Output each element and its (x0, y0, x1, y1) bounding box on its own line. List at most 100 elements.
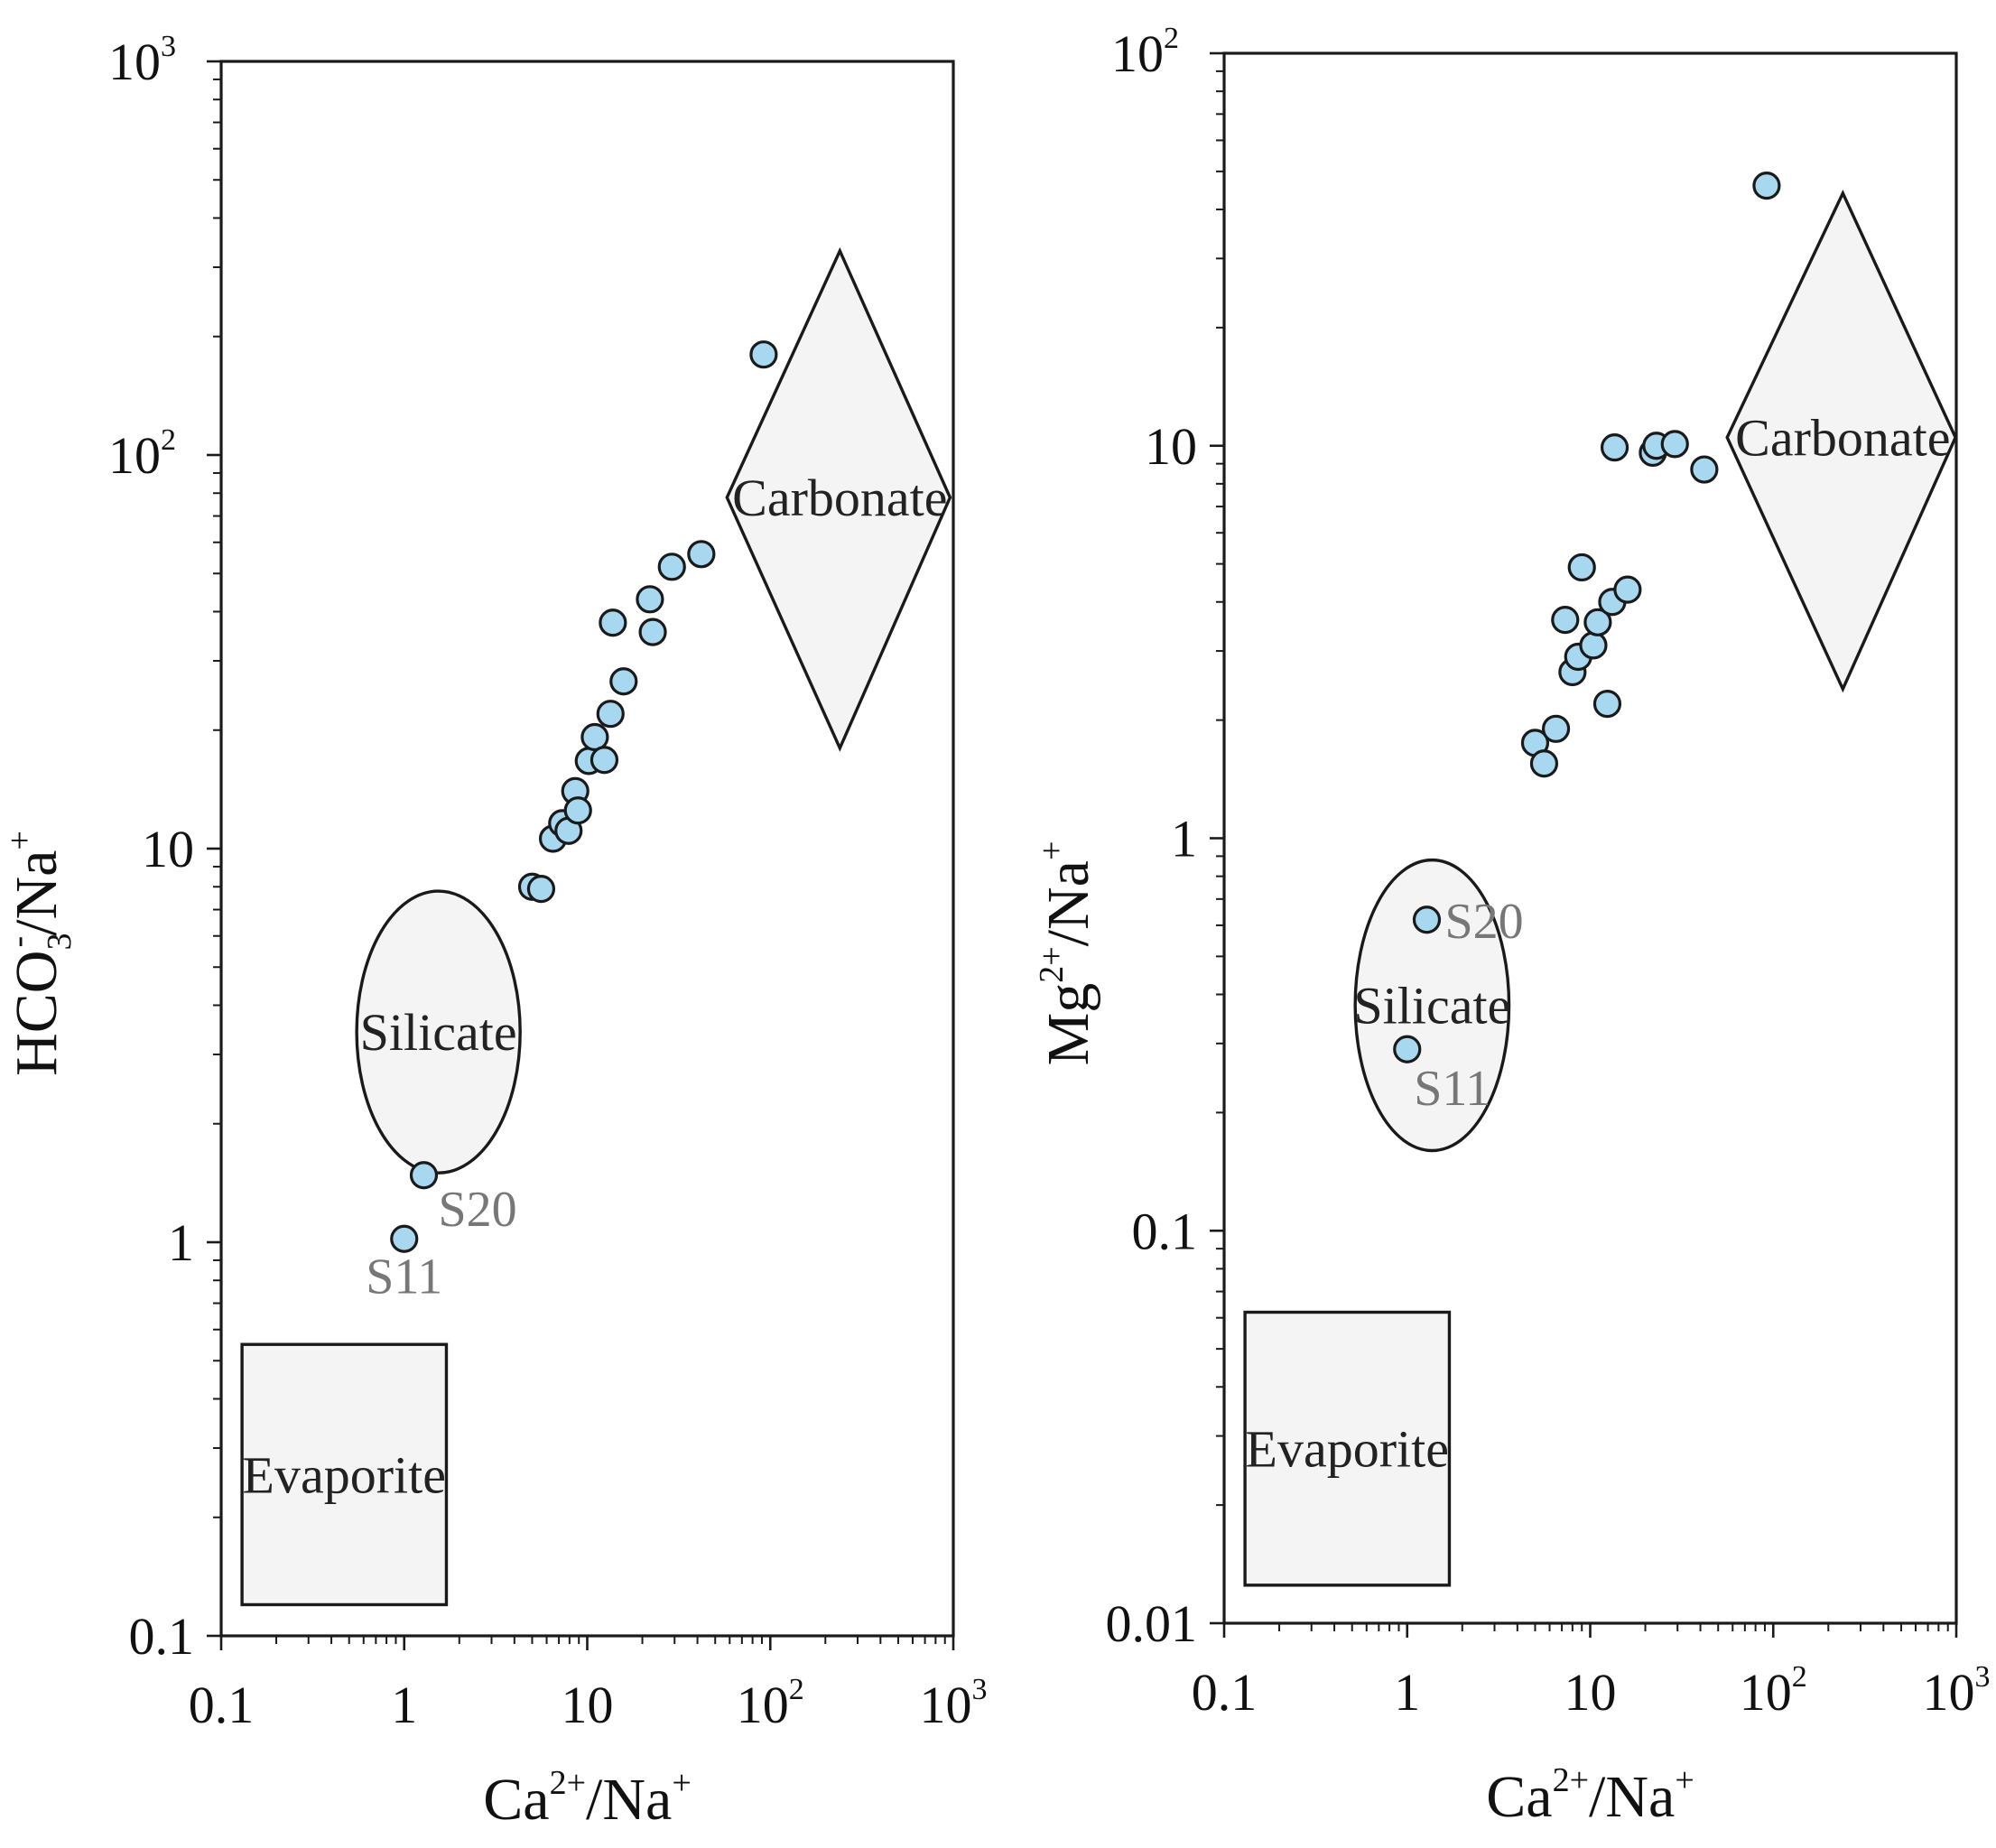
x-title-rest: /Na (586, 1767, 672, 1833)
y-tick-label: 10 (142, 820, 194, 878)
x-tick-label: 102 (1740, 1660, 1807, 1722)
y-axis-title: Mg2+/Na+ (1033, 841, 1101, 1066)
y-title-sup: 2+ (1033, 946, 1071, 982)
data-point (1412, 905, 1442, 934)
silicate-region (355, 889, 522, 1175)
silicate-label: Silicate (360, 1003, 517, 1062)
sample-label-s11: S11 (1414, 1061, 1490, 1117)
x-title-sup: 2+ (550, 1764, 586, 1802)
chart-panel-1: 0.1 1 10 102 1030.1110102103Ca2+/Na+HCO3-/Na… (0, 30, 988, 1833)
data-point (390, 1224, 419, 1253)
data-point (636, 585, 664, 614)
data-point (526, 875, 556, 904)
y-tick-text: 10 (108, 426, 161, 485)
x-title-sup2: + (672, 1764, 691, 1802)
x-title-sup2: + (1675, 1761, 1694, 1799)
y-tick-label: 0.01 (1106, 1594, 1198, 1653)
x-axis-title: Ca2+/Na+ (483, 1764, 692, 1833)
y-tick-label: 102 (108, 423, 176, 485)
x-tick-text: 0.1 (1192, 1663, 1258, 1722)
y-title-sub: 3 (41, 933, 79, 951)
x-tick-text: 10 (1740, 1663, 1792, 1722)
x-tick-label: 1 (1394, 1663, 1420, 1722)
y-title-sup: - (0, 936, 37, 948)
sample-label-s20: S20 (1444, 894, 1523, 950)
data-point (609, 667, 638, 696)
data-point (599, 608, 627, 637)
y-tick-text: 0.1 (129, 1607, 195, 1666)
data-point (1541, 714, 1571, 743)
y-tick-label: 1 (168, 1213, 194, 1272)
x-tick-label: 10 (1564, 1663, 1617, 1722)
x-tick-text: 10 (920, 1676, 972, 1734)
data-point (1393, 1035, 1422, 1063)
x-tick-exponent: 3 (1975, 1660, 1991, 1694)
y-tick-text: 10 (142, 820, 194, 878)
data-point (1551, 606, 1580, 635)
sample-label-s11: S11 (366, 1249, 442, 1305)
x-tick-exponent: 2 (1792, 1660, 1807, 1694)
evaporite-label: Evaporite (243, 1445, 446, 1504)
y-tick-label: 1 (1171, 810, 1197, 868)
data-point (687, 540, 716, 569)
carbonate-label: Carbonate (1735, 409, 1950, 468)
data-point (1592, 690, 1622, 719)
y-tick-text: 10 (1111, 24, 1164, 83)
data-point (409, 1161, 439, 1190)
data-point (563, 796, 592, 825)
x-title-sup: 2+ (1553, 1761, 1589, 1799)
carbonate-label: Carbonate (732, 469, 947, 527)
x-tick-text: 10 (1564, 1663, 1617, 1722)
data-point (596, 700, 625, 729)
sample-label-s20: S20 (438, 1182, 516, 1238)
data-point (657, 553, 686, 581)
x-tick-label: 103 (920, 1673, 988, 1734)
data-point (638, 618, 667, 646)
carbonate-region (725, 246, 952, 752)
y-tick-label: 0.1 (129, 1607, 195, 1666)
data-point (1660, 430, 1689, 459)
carbonate-region (1725, 189, 1957, 693)
x-tick-label: 0.1 (1192, 1663, 1258, 1722)
y-tick-text: 1 (168, 1213, 194, 1272)
data-point (1579, 631, 1608, 660)
y-title-base: HCO (4, 951, 70, 1076)
x-tick-label: 102 (737, 1673, 804, 1734)
y-tick-label: 103 (108, 30, 176, 91)
x-tick-label: 103 (1923, 1660, 1991, 1722)
data-point (1690, 455, 1719, 484)
y-title-rest: /Na (1035, 860, 1101, 946)
y-tick-label: 102 (1111, 22, 1179, 83)
x-title-base: Ca (1486, 1764, 1552, 1830)
x-tick-exponent: 2 (789, 1673, 804, 1706)
y-title-rest: /Na (4, 850, 70, 936)
x-tick-text: 0.1 (189, 1676, 255, 1734)
x-tick-label: 10 (562, 1676, 614, 1734)
evaporite-region (1243, 1310, 1452, 1587)
x-title-base: Ca (483, 1767, 549, 1833)
x-tick-text: 1 (391, 1676, 417, 1734)
y-title-sup2: + (1, 831, 39, 850)
y-tick-exponent: 2 (161, 423, 176, 457)
x-tick-label: 0.1 (189, 1676, 255, 1734)
y-tick-text: 10 (108, 33, 161, 91)
y-title-sup2: + (1033, 841, 1071, 860)
data-point (1752, 172, 1781, 200)
data-point (1529, 749, 1559, 778)
y-tick-exponent: 3 (161, 30, 176, 63)
silicate-label: Silicate (1353, 977, 1510, 1035)
data-point (1613, 575, 1642, 604)
y-tick-exponent: 2 (1164, 22, 1179, 55)
y-tick-label: 10 (1145, 417, 1197, 476)
x-tick-exponent: 3 (972, 1673, 988, 1706)
x-tick-text: 10 (737, 1676, 789, 1734)
data-point (749, 340, 778, 369)
x-title-rest: /Na (1589, 1764, 1675, 1830)
y-tick-label: 0.1 (1132, 1202, 1198, 1260)
y-title-base: Mg (1035, 983, 1101, 1066)
y-tick-text: 0.1 (1132, 1202, 1198, 1260)
x-tick-label: 1 (391, 1676, 417, 1734)
y-tick-text: 1 (1171, 810, 1197, 868)
x-tick-text: 10 (562, 1676, 614, 1734)
